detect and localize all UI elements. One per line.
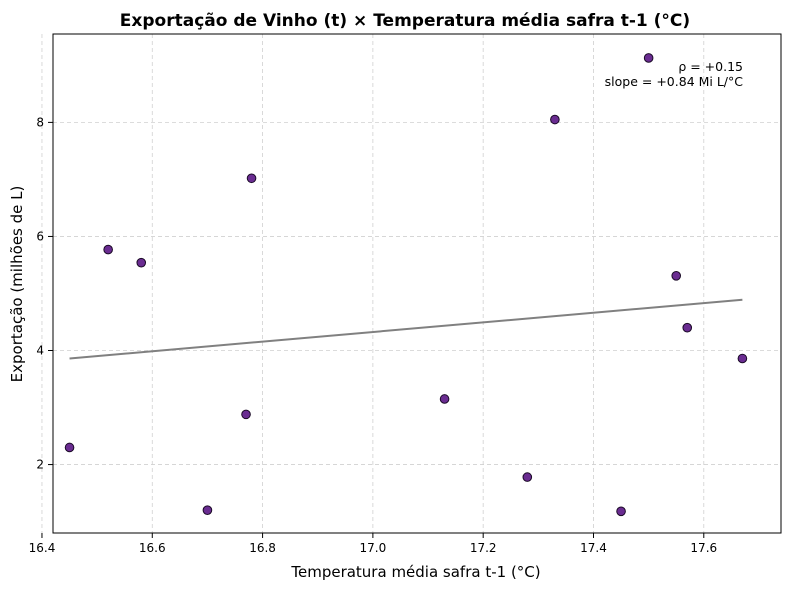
- x-tick-label: 17.2: [470, 541, 497, 555]
- y-tick-label: 8: [36, 115, 44, 129]
- data-point: [671, 271, 682, 281]
- data-point: [682, 322, 693, 333]
- trend-line: [69, 298, 743, 360]
- data-point: [103, 244, 113, 255]
- chart-title: Exportação de Vinho (t) × Temperatura mé…: [120, 11, 690, 31]
- data-point: [616, 506, 626, 517]
- data-point: [737, 353, 748, 364]
- data-point: [136, 257, 147, 268]
- x-tick-label: 17.6: [690, 541, 717, 555]
- annotation-slope: slope = +0.84 Mi L/°C: [605, 74, 744, 89]
- data-point: [439, 394, 450, 404]
- annotation-rho: ρ = +0.15: [678, 59, 743, 74]
- data-point: [202, 505, 213, 515]
- y-axis-label: Exportação (milhões de L): [8, 186, 26, 383]
- x-tick-label: 16.4: [29, 541, 56, 555]
- y-tick-label: 4: [36, 344, 44, 358]
- x-tick-label: 17.0: [360, 541, 387, 555]
- y-tick-label: 6: [36, 229, 44, 243]
- data-point: [241, 409, 251, 420]
- x-tick-label: 16.6: [139, 541, 166, 555]
- data-point: [522, 472, 533, 482]
- data-point: [246, 173, 257, 184]
- data-point: [643, 53, 654, 63]
- y-tick-label: 2: [36, 458, 44, 472]
- x-tick-label: 17.4: [580, 541, 607, 555]
- x-tick-label: 16.8: [249, 541, 276, 555]
- data-points: [64, 53, 748, 517]
- y-axis-ticks: 2 4 6 8: [36, 115, 53, 472]
- x-axis-ticks: 16.4 16.6 16.8 17.0 17.2 17.4 17.6: [29, 533, 717, 555]
- grid: [41, 34, 781, 533]
- data-point: [64, 442, 75, 453]
- data-point: [550, 114, 560, 125]
- fit-line-layer: [69, 298, 743, 360]
- x-axis-label: Temperatura média safra t-1 (°C): [290, 563, 540, 581]
- plot-frame: [52, 33, 782, 534]
